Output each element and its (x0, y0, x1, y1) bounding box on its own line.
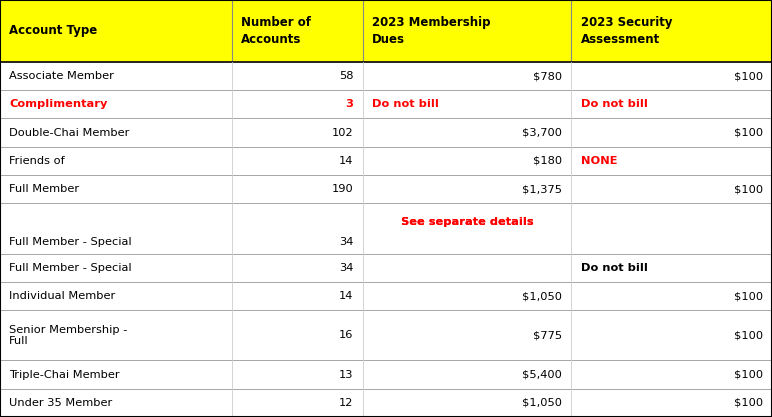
Bar (0, 389, 772, 417)
Text: Senior Membership -
Full: Senior Membership - Full (9, 324, 127, 346)
Bar (0, 175, 772, 203)
Text: NONE: NONE (581, 156, 617, 166)
Text: $100: $100 (733, 71, 763, 81)
Text: 34: 34 (339, 236, 354, 246)
Bar (0, 310, 772, 360)
Text: 14: 14 (339, 291, 354, 301)
Text: $100: $100 (733, 330, 763, 340)
Bar (0, 0, 772, 62)
Text: $5,400: $5,400 (522, 369, 562, 379)
Text: Triple-Chai Member: Triple-Chai Member (9, 369, 120, 379)
Text: 12: 12 (339, 398, 354, 408)
Text: 3: 3 (346, 99, 354, 109)
Text: See separate details: See separate details (401, 217, 533, 227)
Bar (0, 282, 772, 310)
Text: $1,050: $1,050 (522, 291, 562, 301)
Bar (0, 254, 772, 282)
Text: Number of
Accounts: Number of Accounts (241, 16, 311, 46)
Text: Friends of: Friends of (9, 156, 65, 166)
Text: $180: $180 (533, 156, 562, 166)
Text: See separate details: See separate details (401, 217, 533, 227)
Text: Do not bill: Do not bill (581, 99, 648, 109)
Text: $100: $100 (733, 128, 763, 138)
Text: Individual Member: Individual Member (9, 291, 116, 301)
Bar (0, 147, 772, 175)
Text: Full Member - Special: Full Member - Special (9, 236, 132, 246)
Text: Under 35 Member: Under 35 Member (9, 398, 113, 408)
Text: $100: $100 (733, 369, 763, 379)
Text: $100: $100 (733, 398, 763, 408)
Bar (0, 203, 772, 254)
Text: 58: 58 (339, 71, 354, 81)
Text: $100: $100 (733, 184, 763, 194)
Bar (0, 62, 772, 90)
Text: 16: 16 (339, 330, 354, 340)
Text: $100: $100 (733, 291, 763, 301)
Text: Account Type: Account Type (9, 25, 97, 38)
Text: Do not bill: Do not bill (372, 99, 439, 109)
Bar (0, 90, 772, 118)
Text: $1,050: $1,050 (522, 398, 562, 408)
Text: $775: $775 (533, 330, 562, 340)
Bar (0, 118, 772, 147)
Text: 2023 Membership
Dues: 2023 Membership Dues (372, 16, 490, 46)
Text: Complimentary: Complimentary (9, 99, 107, 109)
Text: $780: $780 (533, 71, 562, 81)
Text: Full Member - Special: Full Member - Special (9, 263, 132, 273)
Text: Double-Chai Member: Double-Chai Member (9, 128, 130, 138)
Text: 2023 Security
Assessment: 2023 Security Assessment (581, 16, 672, 46)
Text: 13: 13 (339, 369, 354, 379)
Text: $1,375: $1,375 (522, 184, 562, 194)
Text: 14: 14 (339, 156, 354, 166)
Text: 34: 34 (339, 263, 354, 273)
Text: Associate Member: Associate Member (9, 71, 114, 81)
Text: Full Member: Full Member (9, 184, 80, 194)
Text: 190: 190 (332, 184, 354, 194)
Text: $3,700: $3,700 (522, 128, 562, 138)
Bar (0, 360, 772, 389)
Text: 102: 102 (332, 128, 354, 138)
Text: Do not bill: Do not bill (581, 263, 648, 273)
